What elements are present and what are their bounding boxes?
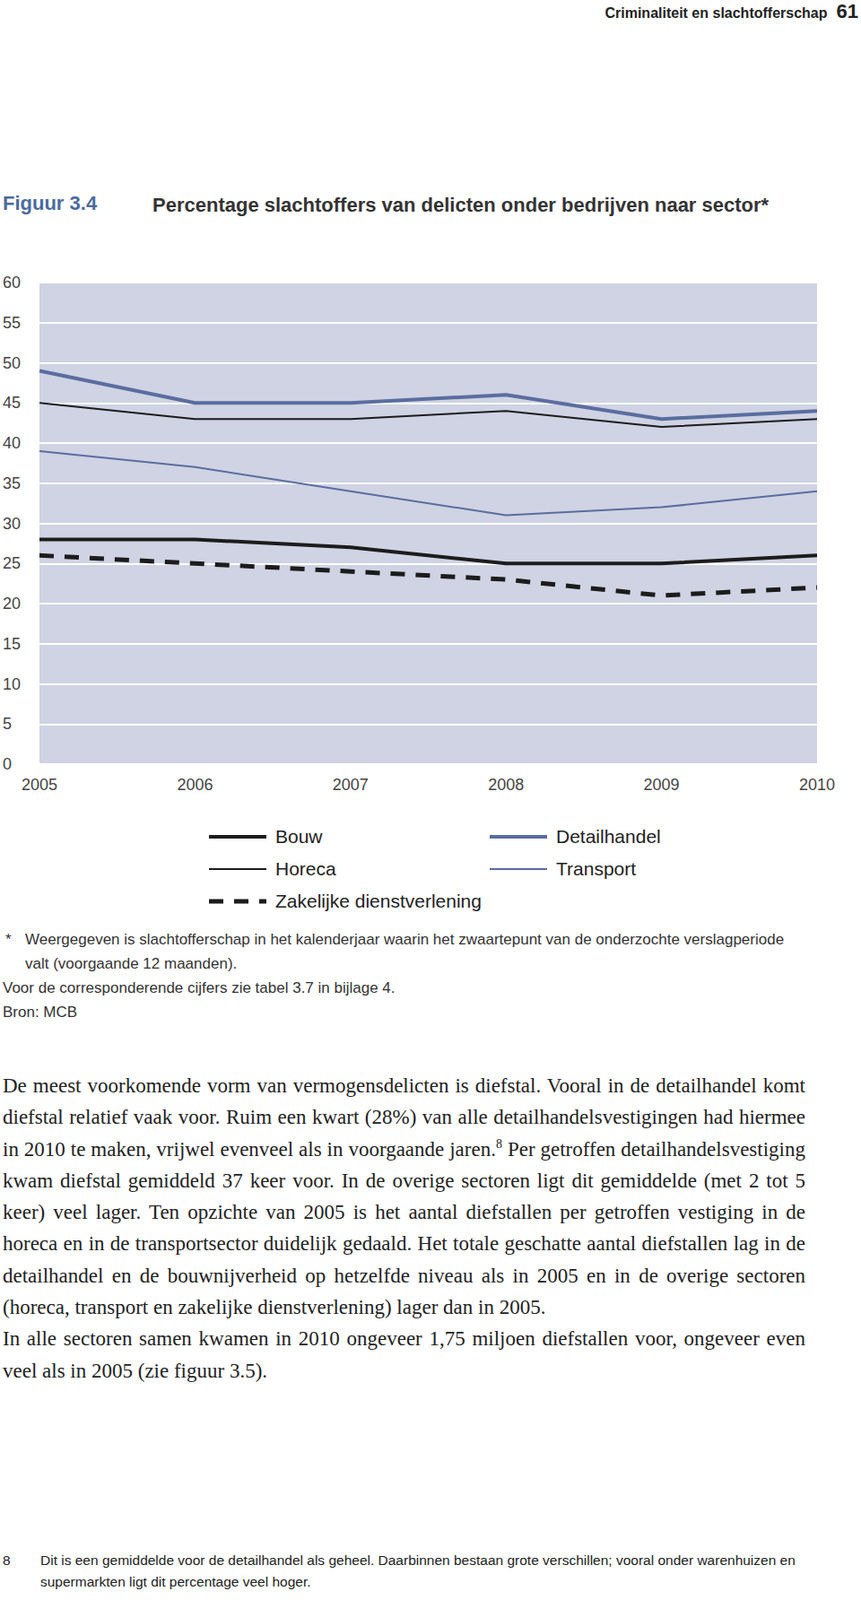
html-text:Detailhandel: Detailhandel xyxy=(556,826,661,847)
html-text:Transport: Transport xyxy=(556,858,636,879)
html-text:Criminaliteit en slachtoffersc: Criminaliteit en slachtofferschap xyxy=(604,5,828,21)
html-text:Dit is een gemiddelde voor de: Dit is een gemiddelde voor de detailhand… xyxy=(40,1552,796,1590)
html-text:De meest voorkomende vorm van: De meest voorkomende vorm van vermogensd… xyxy=(2,1074,806,1319)
html-text:Voor de corresponderende cijfe: Voor de corresponderende cijfers zie tab… xyxy=(2,979,396,997)
html-text:Weergegeven is slachtofferscha: Weergegeven is slachtofferschap in het k… xyxy=(25,930,784,973)
svg-text:2007: 2007 xyxy=(332,775,369,794)
svg-text:40: 40 xyxy=(2,434,21,453)
html-text:Horeca: Horeca xyxy=(275,858,337,879)
svg-text:2010: 2010 xyxy=(799,775,835,794)
html-text:Percentage slachtoffers van de: Percentage slachtoffers van delicten ond… xyxy=(152,193,769,217)
html-text:Zakelijke dienstverlening: Zakelijke dienstverlening xyxy=(275,890,482,912)
html-text:Bouw: Bouw xyxy=(275,826,323,847)
svg-text:2005: 2005 xyxy=(21,775,58,794)
svg-text:45: 45 xyxy=(2,393,21,412)
html-text:8: 8 xyxy=(2,1552,11,1568)
html-text:Bron: MCB: Bron: MCB xyxy=(2,1003,78,1021)
svg-text:2008: 2008 xyxy=(487,775,524,794)
svg-text:2009: 2009 xyxy=(643,775,680,794)
svg-text:15: 15 xyxy=(2,634,21,653)
svg-text:2006: 2006 xyxy=(176,775,213,794)
svg-text:25: 25 xyxy=(2,554,21,573)
svg-text:30: 30 xyxy=(2,514,21,533)
svg-text:5: 5 xyxy=(2,714,12,733)
html-text:Figuur 3.4: Figuur 3.4 xyxy=(2,191,97,215)
html-text:61: 61 xyxy=(836,0,859,23)
html-text:In alle sectoren samen kwamen: In alle sectoren samen kwamen in 2010 on… xyxy=(2,1327,806,1382)
svg-text:60: 60 xyxy=(2,273,21,292)
svg-text:50: 50 xyxy=(2,354,21,373)
svg-text:55: 55 xyxy=(2,313,21,332)
svg-text:0: 0 xyxy=(2,755,12,774)
svg-text:20: 20 xyxy=(2,594,21,613)
svg-text:35: 35 xyxy=(2,474,21,493)
svg-text:10: 10 xyxy=(2,675,21,694)
